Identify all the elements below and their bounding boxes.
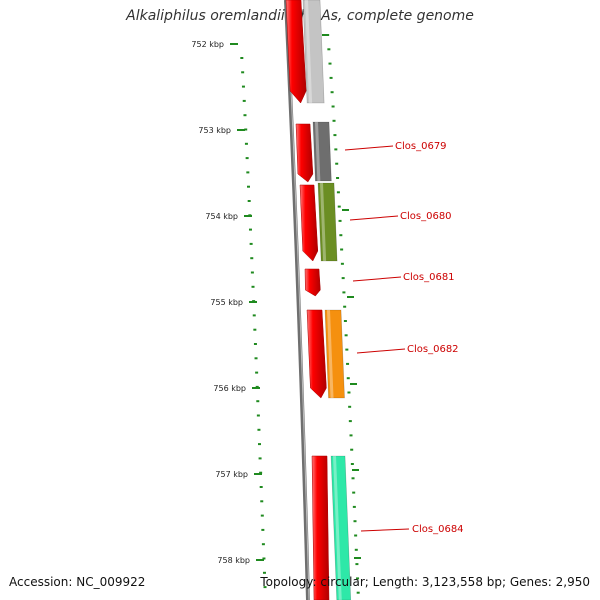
gene-labels: Clos_0679 Clos_0680 Clos_0681 Clos_0682 Clos…: [344, 141, 464, 535]
gene-label-leader: [356, 348, 406, 354]
gene-label-leader: [352, 276, 402, 282]
gene-label[interactable]: Clos_0681: [403, 272, 455, 283]
forward-feature: [306, 309, 327, 399]
accession-text: Accession: NC_009922: [9, 575, 146, 589]
forward-feature: [311, 455, 330, 600]
gene-label-leader: [349, 215, 399, 221]
tick-label: 753 kbp: [198, 126, 231, 135]
tick-label: 752 kbp: [191, 40, 224, 49]
tick-label: 755 kbp: [210, 298, 243, 307]
forward-feature: [295, 123, 314, 183]
forward-feature: [299, 184, 319, 262]
tick-labels: 752 kbp 753 kbp 754 kbp 755 kbp 756 kbp 757 k…: [191, 40, 250, 565]
forward-feature: [285, 0, 307, 104]
gene-feature: [324, 309, 345, 399]
tick-label: 757 kbp: [215, 470, 248, 479]
gene-feature-highlight: [333, 456, 342, 600]
gene-feature-highlight: [305, 0, 313, 103]
tick-label: 756 kbp: [213, 384, 246, 393]
tick-label: 754 kbp: [205, 212, 238, 221]
topology-summary: Topology: circular; Length: 3,123,558 bp…: [260, 575, 590, 589]
forward-feature: [304, 268, 321, 297]
gene-feature-highlight: [327, 310, 334, 398]
gene-feature: [317, 182, 338, 262]
gene-label[interactable]: Clos_0679: [395, 141, 447, 152]
gene-label[interactable]: Clos_0682: [407, 344, 459, 355]
gene-feature: [312, 121, 332, 182]
gene-features: [302, 0, 352, 600]
gene-feature-highlight: [320, 183, 327, 261]
gene-label[interactable]: Clos_0684: [412, 524, 464, 535]
gene-label[interactable]: Clos_0680: [400, 211, 452, 222]
forward-features: [285, 0, 330, 600]
gene-label-leader: [360, 528, 410, 532]
gene-label-leader: [344, 145, 394, 151]
tick-marks: [230, 34, 361, 594]
tick-label: 758 kbp: [217, 556, 250, 565]
gene-feature-highlight: [315, 122, 321, 181]
gene-feature: [302, 0, 325, 104]
gene-feature: [330, 455, 352, 600]
